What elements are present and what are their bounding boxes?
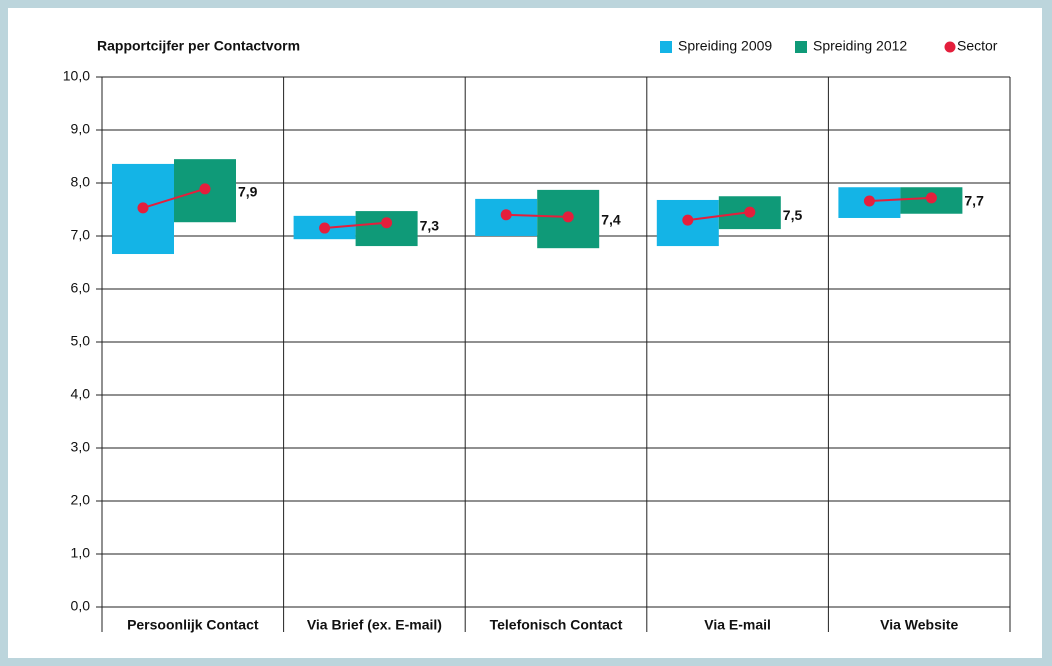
- sector-point: [319, 222, 331, 234]
- x-tick-label: Persoonlijk Contact: [127, 617, 259, 633]
- y-tick-label: 10,0: [63, 68, 90, 84]
- data-label: 7,7: [964, 193, 984, 209]
- y-tick-label: 6,0: [71, 280, 91, 296]
- data-label: 7,5: [783, 207, 803, 223]
- panel: [8, 8, 1042, 658]
- y-tick-label: 1,0: [71, 545, 91, 561]
- sector-line: [142, 187, 206, 209]
- sector-line: [687, 211, 750, 222]
- legend-label: Spreiding 2012: [813, 38, 907, 54]
- x-tick-label: Telefonisch Contact: [490, 617, 623, 633]
- x-tick-label: Via Website: [880, 617, 958, 633]
- y-tick-label: 7,0: [71, 227, 91, 243]
- y-tick-label: 9,0: [71, 121, 91, 137]
- y-tick-label: 5,0: [71, 333, 91, 349]
- x-tick-label: Via E-mail: [704, 617, 771, 633]
- y-tick-label: 8,0: [71, 174, 91, 190]
- legend-swatch: [795, 41, 807, 53]
- sector-point: [925, 192, 937, 204]
- y-tick-label: 4,0: [71, 386, 91, 402]
- sector-point: [381, 217, 393, 229]
- data-label: 7,9: [238, 184, 258, 200]
- sector-point: [682, 214, 694, 226]
- sector-point: [500, 209, 512, 221]
- sector-point: [863, 195, 875, 207]
- chart-title: Rapportcijfer per Contactvorm: [97, 38, 300, 54]
- sector-point: [137, 202, 149, 214]
- sector-point: [562, 211, 574, 223]
- sector-point: [744, 206, 756, 218]
- data-label: 7,4: [601, 212, 621, 228]
- y-tick-label: 0,0: [71, 598, 91, 614]
- sector-point: [199, 183, 211, 195]
- y-tick-label: 3,0: [71, 439, 91, 455]
- range-bar: [355, 211, 418, 247]
- legend-label: Sector: [957, 38, 998, 54]
- sector-line: [506, 213, 569, 218]
- x-tick-label: Via Brief (ex. E-mail): [307, 617, 442, 633]
- sector-line: [324, 221, 387, 230]
- legend-swatch: [660, 41, 672, 53]
- y-tick-label: 2,0: [71, 492, 91, 508]
- data-label: 7,3: [420, 217, 440, 233]
- legend-swatch: [944, 41, 956, 53]
- legend-label: Spreiding 2009: [678, 38, 772, 54]
- sector-line: [869, 196, 932, 203]
